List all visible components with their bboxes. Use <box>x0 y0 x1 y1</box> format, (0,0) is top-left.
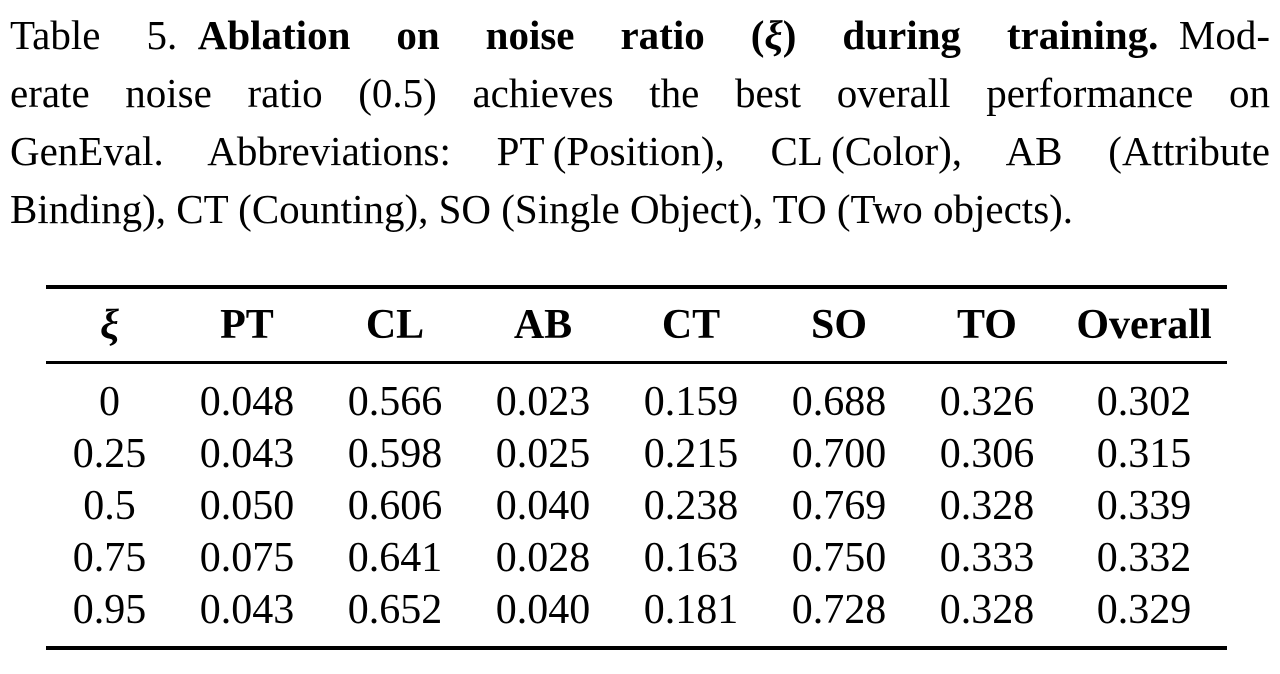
caption-line: erate noise ratio (0.5) achieves the bes… <box>10 64 1270 122</box>
table-row: 0.25 0.043 0.598 0.025 0.215 0.700 0.306 0.315 <box>46 428 1227 480</box>
column-header: CT <box>661 302 721 348</box>
caption-line: GenEval. Abbreviations: PT (Position), C… <box>10 122 1270 180</box>
caption-segment: Ablation on noise ratio ( <box>197 12 765 58</box>
table-row: 0.5 0.050 0.606 0.040 0.238 0.769 0.328 0.339 <box>46 480 1227 532</box>
table-cell: 0.566 <box>347 379 443 425</box>
table-caption: Table 5. Ablation on noise ratio (ξ) dur… <box>10 6 1270 238</box>
caption-segment: Binding), CT (Counting), SO (Single Obje… <box>10 186 1074 232</box>
table-cell: 0.043 <box>199 587 295 633</box>
table-row: 0.95 0.043 0.652 0.040 0.181 0.728 0.328 0.329 <box>46 584 1227 648</box>
caption-segment: erate noise ratio (0.5) achieves the bes… <box>10 70 1270 116</box>
table-cell: 0.652 <box>347 587 443 633</box>
table-cell: 0.606 <box>347 483 443 529</box>
table-cell: 0.302 <box>1096 379 1192 425</box>
table-cell: 0.075 <box>199 535 295 581</box>
table-cell: 0.028 <box>495 535 591 581</box>
table-cell: 0.769 <box>791 483 887 529</box>
table-cell: 0.641 <box>347 535 443 581</box>
caption-line: Table 5. Ablation on noise ratio (ξ) dur… <box>10 6 1270 64</box>
table-cell: 0.750 <box>791 535 887 581</box>
table-cell: 0.329 <box>1096 587 1192 633</box>
table-cell: 0.050 <box>199 483 295 529</box>
column-header: SO <box>810 302 868 348</box>
table-row: 0 0.048 0.566 0.023 0.159 0.688 0.326 0.302 <box>46 363 1227 429</box>
table-header: ξ PT CL AB CT SO TO Overall <box>46 287 1227 363</box>
table-cell: 0.332 <box>1096 535 1192 581</box>
table-cell: 0.700 <box>791 431 887 477</box>
column-header: ξ <box>100 302 119 348</box>
column-header: AB <box>513 302 573 348</box>
column-header: Overall <box>1076 302 1212 348</box>
table-cell: 0.040 <box>495 587 591 633</box>
table-cell: 0.598 <box>347 431 443 477</box>
caption-line: Binding), CT (Counting), SO (Single Obje… <box>10 180 1270 238</box>
results-table: ξ PT CL AB CT SO TO Overall 0 0.048 0.566 0.023 0.1… <box>46 285 1227 650</box>
table-row: 0.75 0.075 0.641 0.028 0.163 0.750 0.333 0.332 <box>46 532 1227 584</box>
caption-segment: Mod- <box>1158 12 1271 58</box>
table-cell: 0.728 <box>791 587 887 633</box>
header-row: ξ PT CL AB CT SO TO Overall <box>46 287 1227 363</box>
table-cell: 0.043 <box>199 431 295 477</box>
table-cell: 0.048 <box>199 379 295 425</box>
table-cell: 0.339 <box>1096 483 1192 529</box>
table-cell: 0.159 <box>643 379 739 425</box>
table-cell: 0.040 <box>495 483 591 529</box>
table-cell: 0.315 <box>1096 431 1192 477</box>
table-cell: 0.95 <box>72 587 147 633</box>
table-cell: 0.328 <box>939 483 1035 529</box>
table-cell: 0.688 <box>791 379 887 425</box>
column-header: PT <box>220 302 274 348</box>
column-header: CL <box>365 302 425 348</box>
table-cell: 0.025 <box>495 431 591 477</box>
table-body: 0 0.048 0.566 0.023 0.159 0.688 0.326 0.302 0.25… <box>46 363 1227 649</box>
table-cell: 0.163 <box>643 535 739 581</box>
table-cell: 0.238 <box>643 483 739 529</box>
table-cell: 0 <box>99 379 120 425</box>
table-cell: 0.328 <box>939 587 1035 633</box>
column-header: TO <box>957 302 1017 348</box>
table-cell: 0.5 <box>83 483 136 529</box>
table-cell: 0.326 <box>939 379 1035 425</box>
table-cell: 0.023 <box>495 379 591 425</box>
table-cell: 0.306 <box>939 431 1035 477</box>
table-cell: 0.333 <box>939 535 1035 581</box>
table-cell: 0.181 <box>643 587 739 633</box>
caption-segment: Table 5. <box>10 12 198 58</box>
caption-segment: GenEval. Abbreviations: PT (Position), C… <box>10 128 1270 174</box>
caption-segment: ) during training. <box>782 12 1159 58</box>
table-cell: 0.215 <box>643 431 739 477</box>
caption-segment: ξ <box>764 12 783 58</box>
table-cell: 0.25 <box>72 431 147 477</box>
table-cell: 0.75 <box>72 535 147 581</box>
